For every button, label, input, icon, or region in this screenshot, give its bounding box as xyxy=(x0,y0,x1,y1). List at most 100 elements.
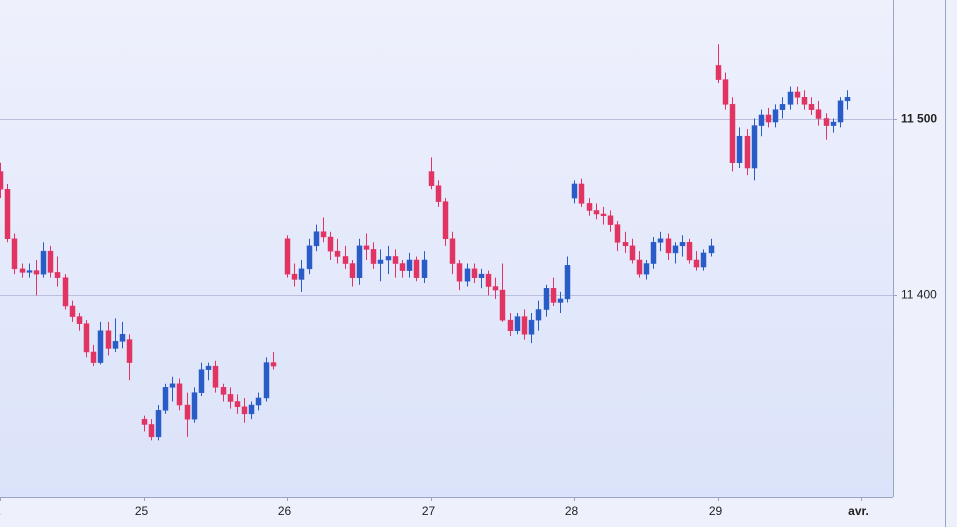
candle-body xyxy=(270,362,277,367)
candle-body xyxy=(69,305,76,317)
candle-body xyxy=(485,273,492,287)
candle-body xyxy=(650,242,657,264)
candle-body xyxy=(442,201,449,240)
x-tick-label: avr. xyxy=(848,504,869,518)
candle-body xyxy=(607,215,614,225)
candle-body xyxy=(715,65,722,80)
candle-body xyxy=(421,259,428,278)
candle-body xyxy=(370,249,377,264)
candle-body xyxy=(83,323,90,353)
candle-body xyxy=(291,273,298,280)
candle-body xyxy=(349,263,356,278)
x-tick-label: 28 xyxy=(565,504,579,518)
candle-body xyxy=(40,250,47,275)
candle-body xyxy=(507,319,514,331)
candle-body xyxy=(428,171,435,186)
candle-body xyxy=(413,259,420,278)
candle-body xyxy=(155,410,162,438)
candle-body xyxy=(722,79,729,105)
candle-body xyxy=(255,397,262,406)
candle-body xyxy=(708,245,715,254)
candle-body xyxy=(19,268,26,273)
candle-body xyxy=(105,330,112,349)
x-tick-label: 27 xyxy=(422,504,436,518)
candle-body xyxy=(837,100,844,123)
candle-body xyxy=(823,118,830,126)
candle-body xyxy=(543,288,550,310)
candle-body xyxy=(636,259,643,275)
candle-body xyxy=(306,245,313,270)
candle-body xyxy=(11,238,18,270)
candle-body xyxy=(320,231,327,238)
candle-body xyxy=(212,365,219,388)
candle-body xyxy=(97,330,104,363)
candle-body xyxy=(787,91,794,105)
candle-body xyxy=(550,288,557,303)
candle-body xyxy=(356,245,363,278)
x-tick-label: 2 xyxy=(0,504,1,518)
candle-body xyxy=(327,236,334,252)
candle-body xyxy=(801,97,808,105)
candle-body xyxy=(198,369,205,393)
candle-body xyxy=(643,263,650,275)
candle-body xyxy=(729,104,736,163)
candle-body xyxy=(758,114,765,126)
candle-body xyxy=(665,238,672,254)
candle-body xyxy=(119,334,126,342)
candle-body xyxy=(794,91,801,98)
candle-body xyxy=(126,339,133,363)
candle-body xyxy=(593,210,600,215)
candle-body xyxy=(227,394,234,402)
candle-body xyxy=(176,383,183,406)
candle-body xyxy=(629,245,636,261)
candle-body xyxy=(220,387,227,395)
candle-body xyxy=(528,319,535,335)
candle-body xyxy=(0,171,4,190)
candle-body xyxy=(622,242,629,247)
candle-body xyxy=(772,109,779,123)
candle-body xyxy=(392,256,399,264)
candle-body xyxy=(385,256,392,261)
plot-area xyxy=(0,0,893,497)
candle-body xyxy=(191,392,198,420)
candle-body xyxy=(363,245,370,250)
candle-body xyxy=(33,270,40,275)
candle-body xyxy=(614,224,621,243)
y-tick-label: 11 400 xyxy=(901,288,937,302)
candle-body xyxy=(169,383,176,388)
candle-body xyxy=(162,387,169,411)
candle-body xyxy=(4,188,11,240)
candle-body xyxy=(751,125,758,169)
candle-body xyxy=(148,424,155,438)
candle-body xyxy=(571,183,578,199)
candle-body xyxy=(830,121,837,126)
candle-body xyxy=(700,252,707,268)
candle-body xyxy=(844,97,851,102)
x-tick-label: 25 xyxy=(135,504,149,518)
candle-body xyxy=(765,114,772,123)
candle-body xyxy=(600,213,607,217)
candle-body xyxy=(47,250,54,273)
candle-body xyxy=(478,273,485,278)
candle-body xyxy=(464,268,471,282)
y-tick-label: 11 500 xyxy=(901,112,937,126)
candle-body xyxy=(313,231,320,247)
candle-body xyxy=(449,238,456,264)
candle-body xyxy=(514,316,521,331)
candle-body xyxy=(54,272,61,278)
candle-body xyxy=(686,242,693,261)
candle-body xyxy=(76,316,83,324)
candle-body xyxy=(672,245,679,254)
candle-body xyxy=(535,309,542,321)
x-tick-label: 29 xyxy=(709,504,723,518)
candle-body xyxy=(334,250,341,257)
candle-body xyxy=(399,263,406,271)
candle-body xyxy=(342,256,349,264)
candle-body xyxy=(693,259,700,268)
candle-body xyxy=(90,351,97,363)
candle-body xyxy=(248,404,255,415)
candle-body xyxy=(471,268,478,278)
candle-body xyxy=(26,270,33,273)
candle-body xyxy=(808,104,815,110)
